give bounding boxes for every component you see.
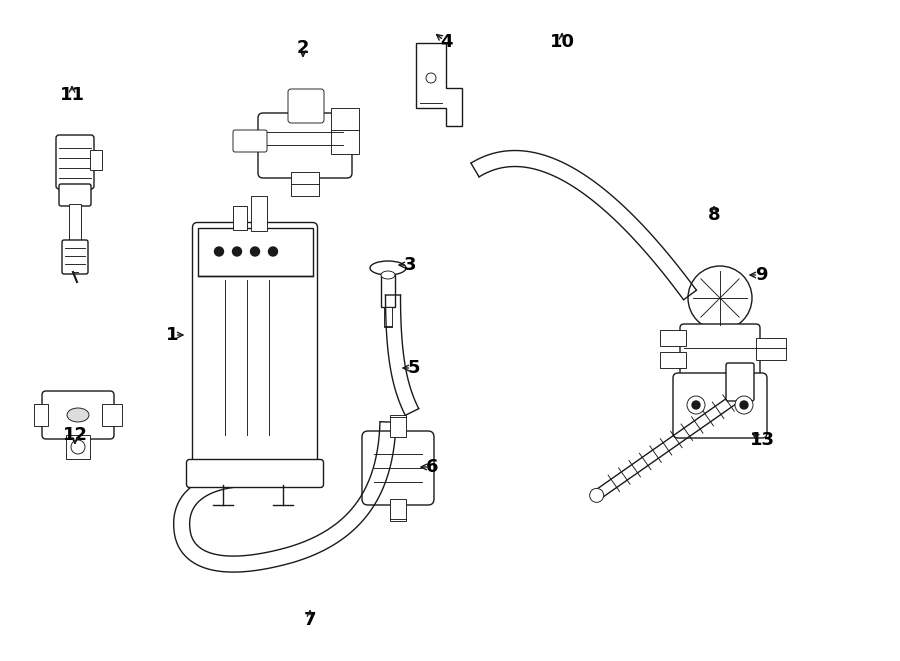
Circle shape	[735, 396, 753, 414]
Text: 12: 12	[62, 426, 87, 444]
Text: 10: 10	[550, 33, 574, 51]
Bar	[381, 275, 395, 307]
FancyBboxPatch shape	[62, 240, 88, 274]
FancyBboxPatch shape	[42, 391, 114, 439]
FancyBboxPatch shape	[258, 113, 352, 178]
Circle shape	[250, 247, 259, 256]
Circle shape	[232, 247, 241, 256]
Bar	[390, 499, 406, 521]
Bar	[90, 150, 102, 170]
Text: 7: 7	[304, 611, 316, 629]
Circle shape	[740, 401, 748, 409]
Text: 1: 1	[166, 326, 178, 344]
Bar	[390, 415, 406, 437]
Bar	[756, 338, 786, 360]
FancyBboxPatch shape	[59, 184, 91, 206]
Bar	[251, 196, 267, 231]
Bar	[660, 330, 686, 346]
Circle shape	[688, 266, 752, 330]
Circle shape	[426, 73, 436, 83]
FancyBboxPatch shape	[288, 89, 324, 123]
Circle shape	[214, 247, 223, 256]
Polygon shape	[416, 43, 462, 126]
Bar	[34, 404, 48, 426]
Text: 9: 9	[755, 266, 767, 284]
Circle shape	[71, 440, 85, 454]
Bar	[384, 307, 392, 327]
FancyBboxPatch shape	[362, 431, 434, 505]
FancyBboxPatch shape	[233, 130, 267, 152]
Text: 11: 11	[59, 86, 85, 104]
Text: 8: 8	[707, 206, 720, 224]
FancyBboxPatch shape	[726, 363, 754, 401]
Text: 2: 2	[297, 39, 310, 57]
Text: 13: 13	[750, 431, 775, 449]
Ellipse shape	[381, 271, 395, 279]
Bar	[66, 435, 90, 459]
FancyBboxPatch shape	[186, 459, 323, 488]
FancyBboxPatch shape	[193, 223, 318, 467]
Text: 3: 3	[404, 256, 416, 274]
Circle shape	[268, 247, 277, 256]
Bar	[291, 172, 319, 196]
Circle shape	[687, 396, 705, 414]
FancyBboxPatch shape	[673, 373, 767, 438]
Bar	[69, 204, 81, 242]
Text: 4: 4	[440, 33, 452, 51]
Bar	[331, 108, 359, 154]
Ellipse shape	[370, 261, 406, 275]
Bar	[102, 404, 122, 426]
Ellipse shape	[67, 408, 89, 422]
FancyBboxPatch shape	[680, 324, 760, 384]
FancyBboxPatch shape	[56, 135, 94, 189]
Text: 6: 6	[426, 458, 438, 476]
Text: 5: 5	[408, 359, 420, 377]
Circle shape	[692, 401, 700, 409]
Bar	[197, 227, 312, 276]
Bar	[233, 206, 247, 229]
Bar	[660, 352, 686, 368]
Circle shape	[590, 488, 604, 502]
